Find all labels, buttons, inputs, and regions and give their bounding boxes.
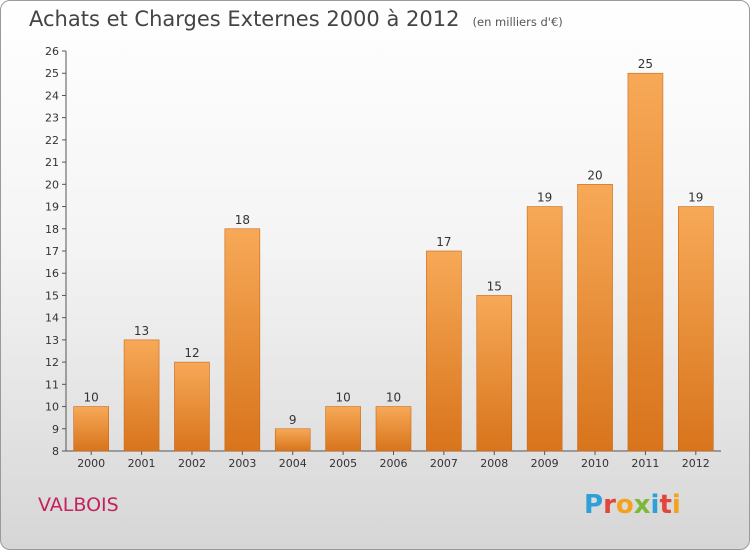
- x-tick-label: 2000: [77, 457, 105, 470]
- x-tick-label: 2012: [682, 457, 710, 470]
- data-label: 9: [289, 413, 297, 427]
- x-tick-label: 2001: [128, 457, 156, 470]
- y-tick-label: 23: [45, 112, 59, 125]
- y-tick-label: 20: [45, 178, 59, 191]
- data-label: 17: [436, 235, 451, 249]
- x-tick-label: 2010: [581, 457, 609, 470]
- bar-2009[interactable]: [526, 206, 563, 452]
- logo-letter: t: [659, 490, 672, 520]
- y-tick-label: 15: [45, 289, 59, 302]
- y-tick-label: 12: [45, 356, 59, 369]
- chart-subtitle: (en milliers d'€): [472, 15, 563, 29]
- chart-title: Achats et Charges Externes 2000 à 2012: [29, 7, 460, 31]
- bar-2005[interactable]: [325, 406, 361, 452]
- data-label: 19: [537, 191, 552, 205]
- y-tick-label: 25: [45, 67, 59, 80]
- bar-2002[interactable]: [174, 361, 210, 452]
- y-tick-label: 18: [45, 223, 59, 236]
- data-label: 20: [587, 168, 602, 182]
- x-tick-label: 2009: [531, 457, 559, 470]
- data-label: 25: [638, 57, 653, 71]
- bar-2007[interactable]: [426, 250, 462, 452]
- x-tick-label: 2006: [380, 457, 408, 470]
- x-tick-label: 2011: [631, 457, 659, 470]
- bar-2012[interactable]: [678, 206, 714, 452]
- x-tick-label: 2008: [480, 457, 508, 470]
- y-tick-label: 21: [45, 156, 59, 169]
- data-label: 10: [386, 391, 401, 405]
- bar-2003[interactable]: [224, 228, 261, 452]
- data-label: 10: [335, 391, 350, 405]
- x-tick-label: 2002: [178, 457, 206, 470]
- bar-2004[interactable]: [274, 428, 311, 452]
- y-tick-label: 8: [52, 445, 59, 458]
- y-tick-label: 17: [45, 245, 59, 258]
- town-name: VALBOIS: [38, 494, 119, 516]
- proxiti-logo[interactable]: Proxiti: [584, 490, 681, 520]
- y-tick-label: 19: [45, 201, 59, 214]
- logo-letter: x: [633, 490, 651, 520]
- x-tick-label: 2003: [228, 457, 256, 470]
- bars: [73, 72, 714, 452]
- data-label: 12: [184, 346, 199, 360]
- y-tick-label: 13: [45, 334, 59, 347]
- data-label: 13: [134, 324, 149, 338]
- y-tick-label: 9: [52, 423, 59, 436]
- y-tick-label: 22: [45, 134, 59, 147]
- x-tick-label: 2004: [279, 457, 307, 470]
- title-row: Achats et Charges Externes 2000 à 2012 (…: [29, 7, 563, 31]
- x-tick-label: 2007: [430, 457, 458, 470]
- logo-letter: r: [603, 490, 616, 520]
- y-tick-label: 16: [45, 267, 59, 280]
- logo-letter: P: [584, 490, 604, 520]
- data-label: 19: [688, 191, 703, 205]
- bar-2000[interactable]: [73, 406, 109, 452]
- bar-2006[interactable]: [375, 406, 412, 452]
- y-tick-label: 11: [45, 378, 59, 391]
- logo-letter: o: [615, 490, 634, 520]
- bar-2001[interactable]: [123, 339, 160, 452]
- bar-2008[interactable]: [476, 295, 513, 452]
- y-tick-label: 24: [45, 89, 59, 102]
- y-tick-label: 10: [45, 401, 59, 414]
- data-label: 10: [84, 391, 99, 405]
- bar-2011[interactable]: [627, 72, 664, 452]
- data-label: 18: [235, 213, 250, 227]
- y-tick-label: 14: [45, 312, 59, 325]
- bar-2010[interactable]: [577, 184, 613, 452]
- data-label: 15: [487, 279, 502, 293]
- x-tick-label: 2005: [329, 457, 357, 470]
- data-labels: 10 13 12 18 9 10 10 17 15 19 20 25 19: [84, 57, 704, 427]
- logo-letter: i: [671, 490, 681, 520]
- axes: 8 9 10 11 12 13 14 15 16 17 18 19 20 21 22 23 24 25 26 2000…: [45, 45, 721, 470]
- y-tick-label: 26: [45, 45, 59, 58]
- logo-letter: i: [650, 490, 660, 520]
